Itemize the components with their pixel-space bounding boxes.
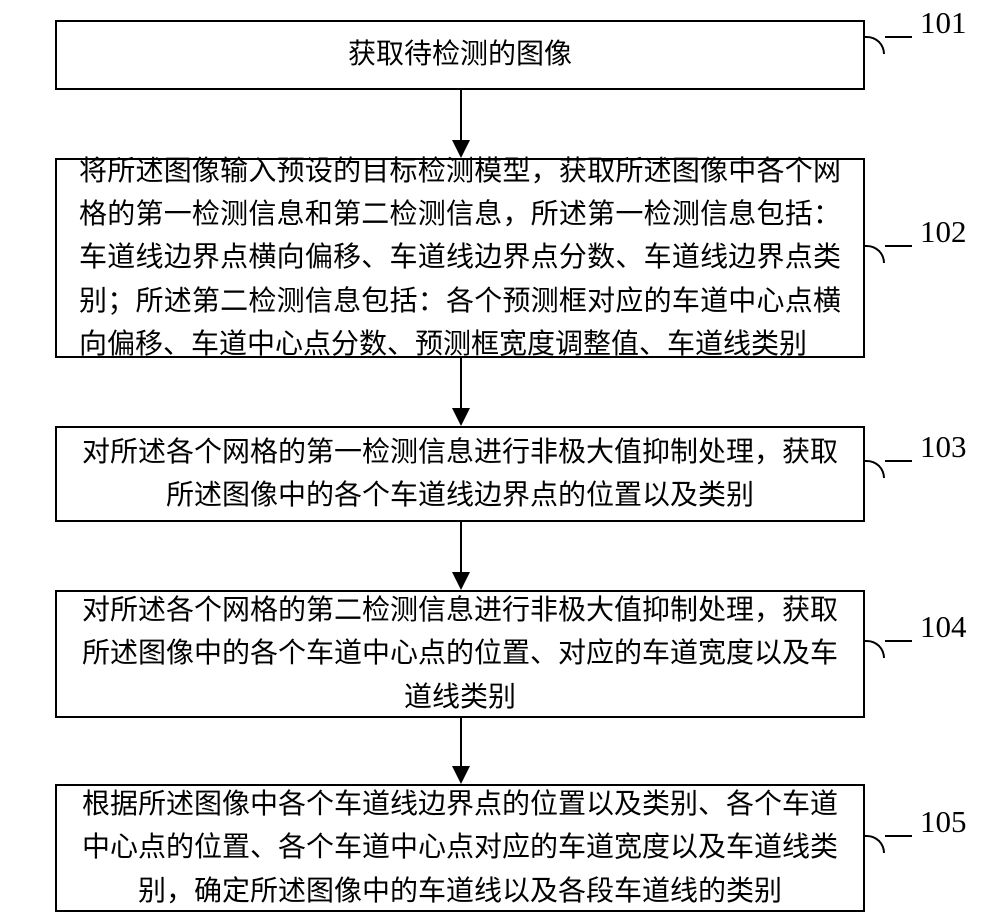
leader-line: [885, 245, 912, 247]
leader-line: [885, 835, 912, 837]
leader-line: [885, 460, 912, 462]
flow-arrow: [460, 90, 462, 140]
arrow-head-icon: [452, 408, 470, 426]
flow-step-105: 根据所述图像中各个车道线边界点的位置以及类别、各个车道中心点的位置、各个车道中心…: [55, 784, 865, 912]
step-number-label: 103: [920, 429, 967, 465]
flow-step-text: 对所述各个网格的第二检测信息进行非极大值抑制处理，获取所述图像中的各个车道中心点…: [79, 589, 841, 719]
flow-step-text: 对所述各个网格的第一检测信息进行非极大值抑制处理，获取所述图像中的各个车道线边界…: [79, 431, 841, 518]
leader-line: [885, 640, 912, 642]
step-number-label: 104: [920, 609, 967, 645]
flow-step-text: 将所述图像输入预设的目标检测模型，获取所述图像中各个网格的第一检测信息和第二检测…: [79, 150, 841, 367]
flow-step-text: 获取待检测的图像: [79, 33, 841, 76]
arrow-head-icon: [452, 572, 470, 590]
leader-line: [885, 36, 912, 38]
flow-arrow: [460, 358, 462, 408]
arrow-head-icon: [452, 766, 470, 784]
flow-step-102: 将所述图像输入预设的目标检测模型，获取所述图像中各个网格的第一检测信息和第二检测…: [55, 158, 865, 358]
leader-line: [865, 245, 885, 263]
leader-line: [865, 640, 885, 658]
flow-arrow: [460, 718, 462, 766]
step-number-label: 102: [920, 214, 967, 250]
flow-step-104: 对所述各个网格的第二检测信息进行非极大值抑制处理，获取所述图像中的各个车道中心点…: [55, 590, 865, 718]
leader-line: [865, 460, 885, 478]
leader-line: [865, 36, 885, 54]
flow-step-101: 获取待检测的图像: [55, 20, 865, 90]
leader-line: [865, 835, 885, 853]
flowchart-container: 获取待检测的图像 101 将所述图像输入预设的目标检测模型，获取所述图像中各个网…: [0, 0, 1000, 912]
step-number-label: 101: [920, 5, 967, 41]
step-number-label: 105: [920, 804, 967, 840]
flow-arrow: [460, 522, 462, 572]
flow-step-text: 根据所述图像中各个车道线边界点的位置以及类别、各个车道中心点的位置、各个车道中心…: [79, 783, 841, 913]
flow-step-103: 对所述各个网格的第一检测信息进行非极大值抑制处理，获取所述图像中的各个车道线边界…: [55, 426, 865, 522]
